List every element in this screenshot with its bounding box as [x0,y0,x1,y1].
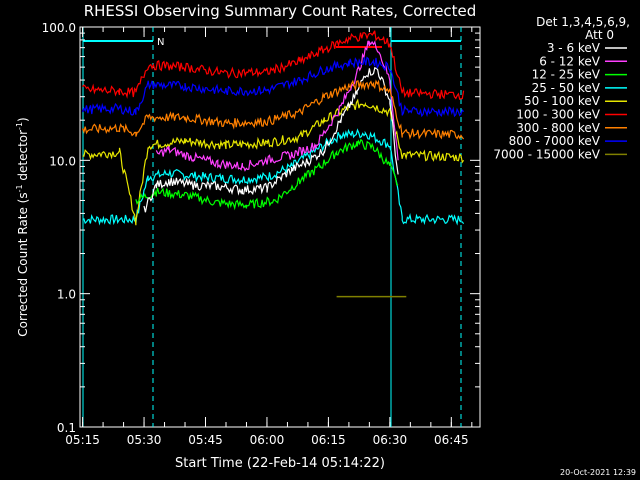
x-tick-label: 06:30 [373,433,408,447]
plot-frame [79,26,481,428]
x-tick-label: 05:45 [188,433,223,447]
legend-label: 7000 - 15000 keV [493,147,600,161]
legend-header-detectors: Det 1,3,4,5,6,9, [536,15,630,29]
x-axis-label: Start Time (22-Feb-14 05:14:22) [175,456,385,471]
x-axis: 05:15 05:30 05:45 06:00 06:15 06:30 06:45 [65,27,473,447]
series-line [135,138,399,211]
x-tick-label: 05:15 [65,433,100,447]
y-tick-label: 0.1 [57,421,76,435]
legend-label: 25 - 50 keV [532,81,601,95]
legend-label: 3 - 6 keV [547,41,601,55]
series-line [143,66,399,213]
legend-label: 100 - 300 keV [516,108,600,122]
legend-label: 6 - 12 keV [539,54,601,68]
series-line [82,79,465,140]
y-axis-label: Corrected Count Rate (s-1 detector-1) [15,117,30,336]
flag-label: N [157,37,164,48]
series-line [82,98,465,226]
series-line [82,56,465,118]
legend-header-attenuator: Att 0 [585,28,614,42]
y-tick-label: 1.0 [57,288,76,302]
x-tick-label: 06:45 [434,433,469,447]
series-line [82,128,465,226]
y-axis: 0.1 1.0 10.0 100.0 [42,21,480,435]
legend-label: 50 - 100 keV [524,94,601,108]
legend-label: 12 - 25 keV [532,68,601,82]
series-layer [82,30,465,298]
footer-date: 20-Oct-2021 12:39 [560,468,636,477]
x-tick-label: 06:00 [250,433,285,447]
y-tick-label: 100.0 [42,21,76,35]
x-tick-label: 05:30 [127,433,162,447]
series-line [82,30,465,101]
chart-title: RHESSI Observing Summary Count Rates, Co… [84,2,477,20]
legend-label: 300 - 800 keV [516,121,600,135]
legend-label: 800 - 7000 keV [509,134,601,148]
x-tick-label: 06:15 [311,433,346,447]
series-line [155,39,399,172]
y-tick-label: 10.0 [49,154,76,168]
